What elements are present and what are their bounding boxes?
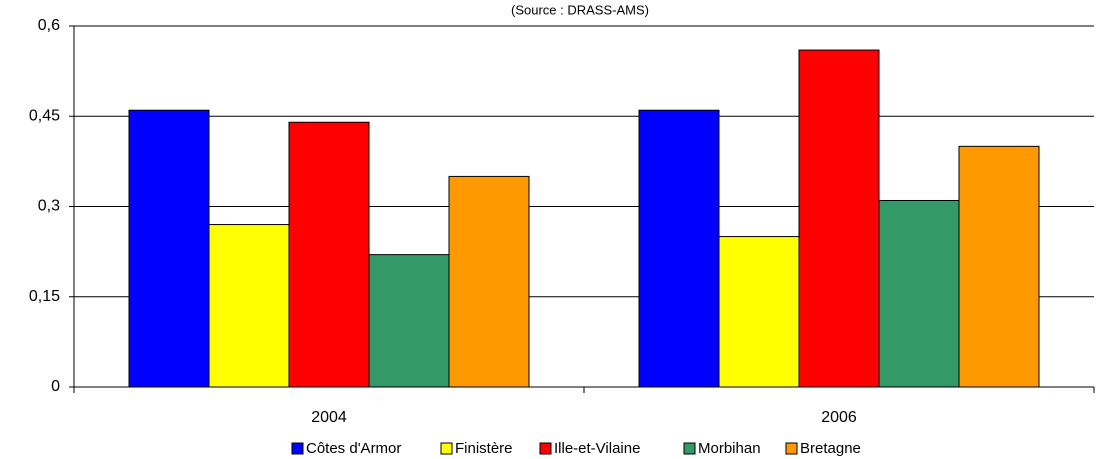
y-tick-label: 0,45	[29, 107, 60, 124]
legend-label: Finistère	[455, 440, 513, 457]
legend-swatch	[291, 442, 304, 455]
y-tick-label: 0,15	[29, 288, 60, 305]
y-tick-label: 0,6	[38, 17, 60, 34]
y-tick-label: 0	[51, 378, 60, 395]
bar	[448, 175, 530, 388]
bar	[208, 224, 290, 388]
legend-swatch	[539, 442, 552, 455]
legend-label: Côtes d'Armor	[306, 440, 401, 457]
legend-swatch	[683, 442, 696, 455]
bar	[288, 121, 370, 388]
bar	[958, 145, 1040, 388]
x-tick-label: 2006	[821, 409, 857, 426]
bar	[128, 109, 210, 388]
bar	[638, 109, 720, 388]
bar	[718, 236, 800, 388]
y-tick-label: 0,3	[38, 198, 60, 215]
bar	[798, 49, 880, 388]
legend-swatch	[785, 442, 798, 455]
x-tick-label: 2004	[311, 409, 347, 426]
chart-subtitle: (Source : DRASS-AMS)	[511, 2, 649, 17]
legend-label: Ille-et-Vilaine	[554, 440, 640, 457]
legend-swatch	[440, 442, 453, 455]
legend-label: Bretagne	[800, 440, 861, 457]
bar	[878, 199, 960, 388]
bar	[368, 254, 450, 388]
legend-label: Morbihan	[698, 440, 761, 457]
